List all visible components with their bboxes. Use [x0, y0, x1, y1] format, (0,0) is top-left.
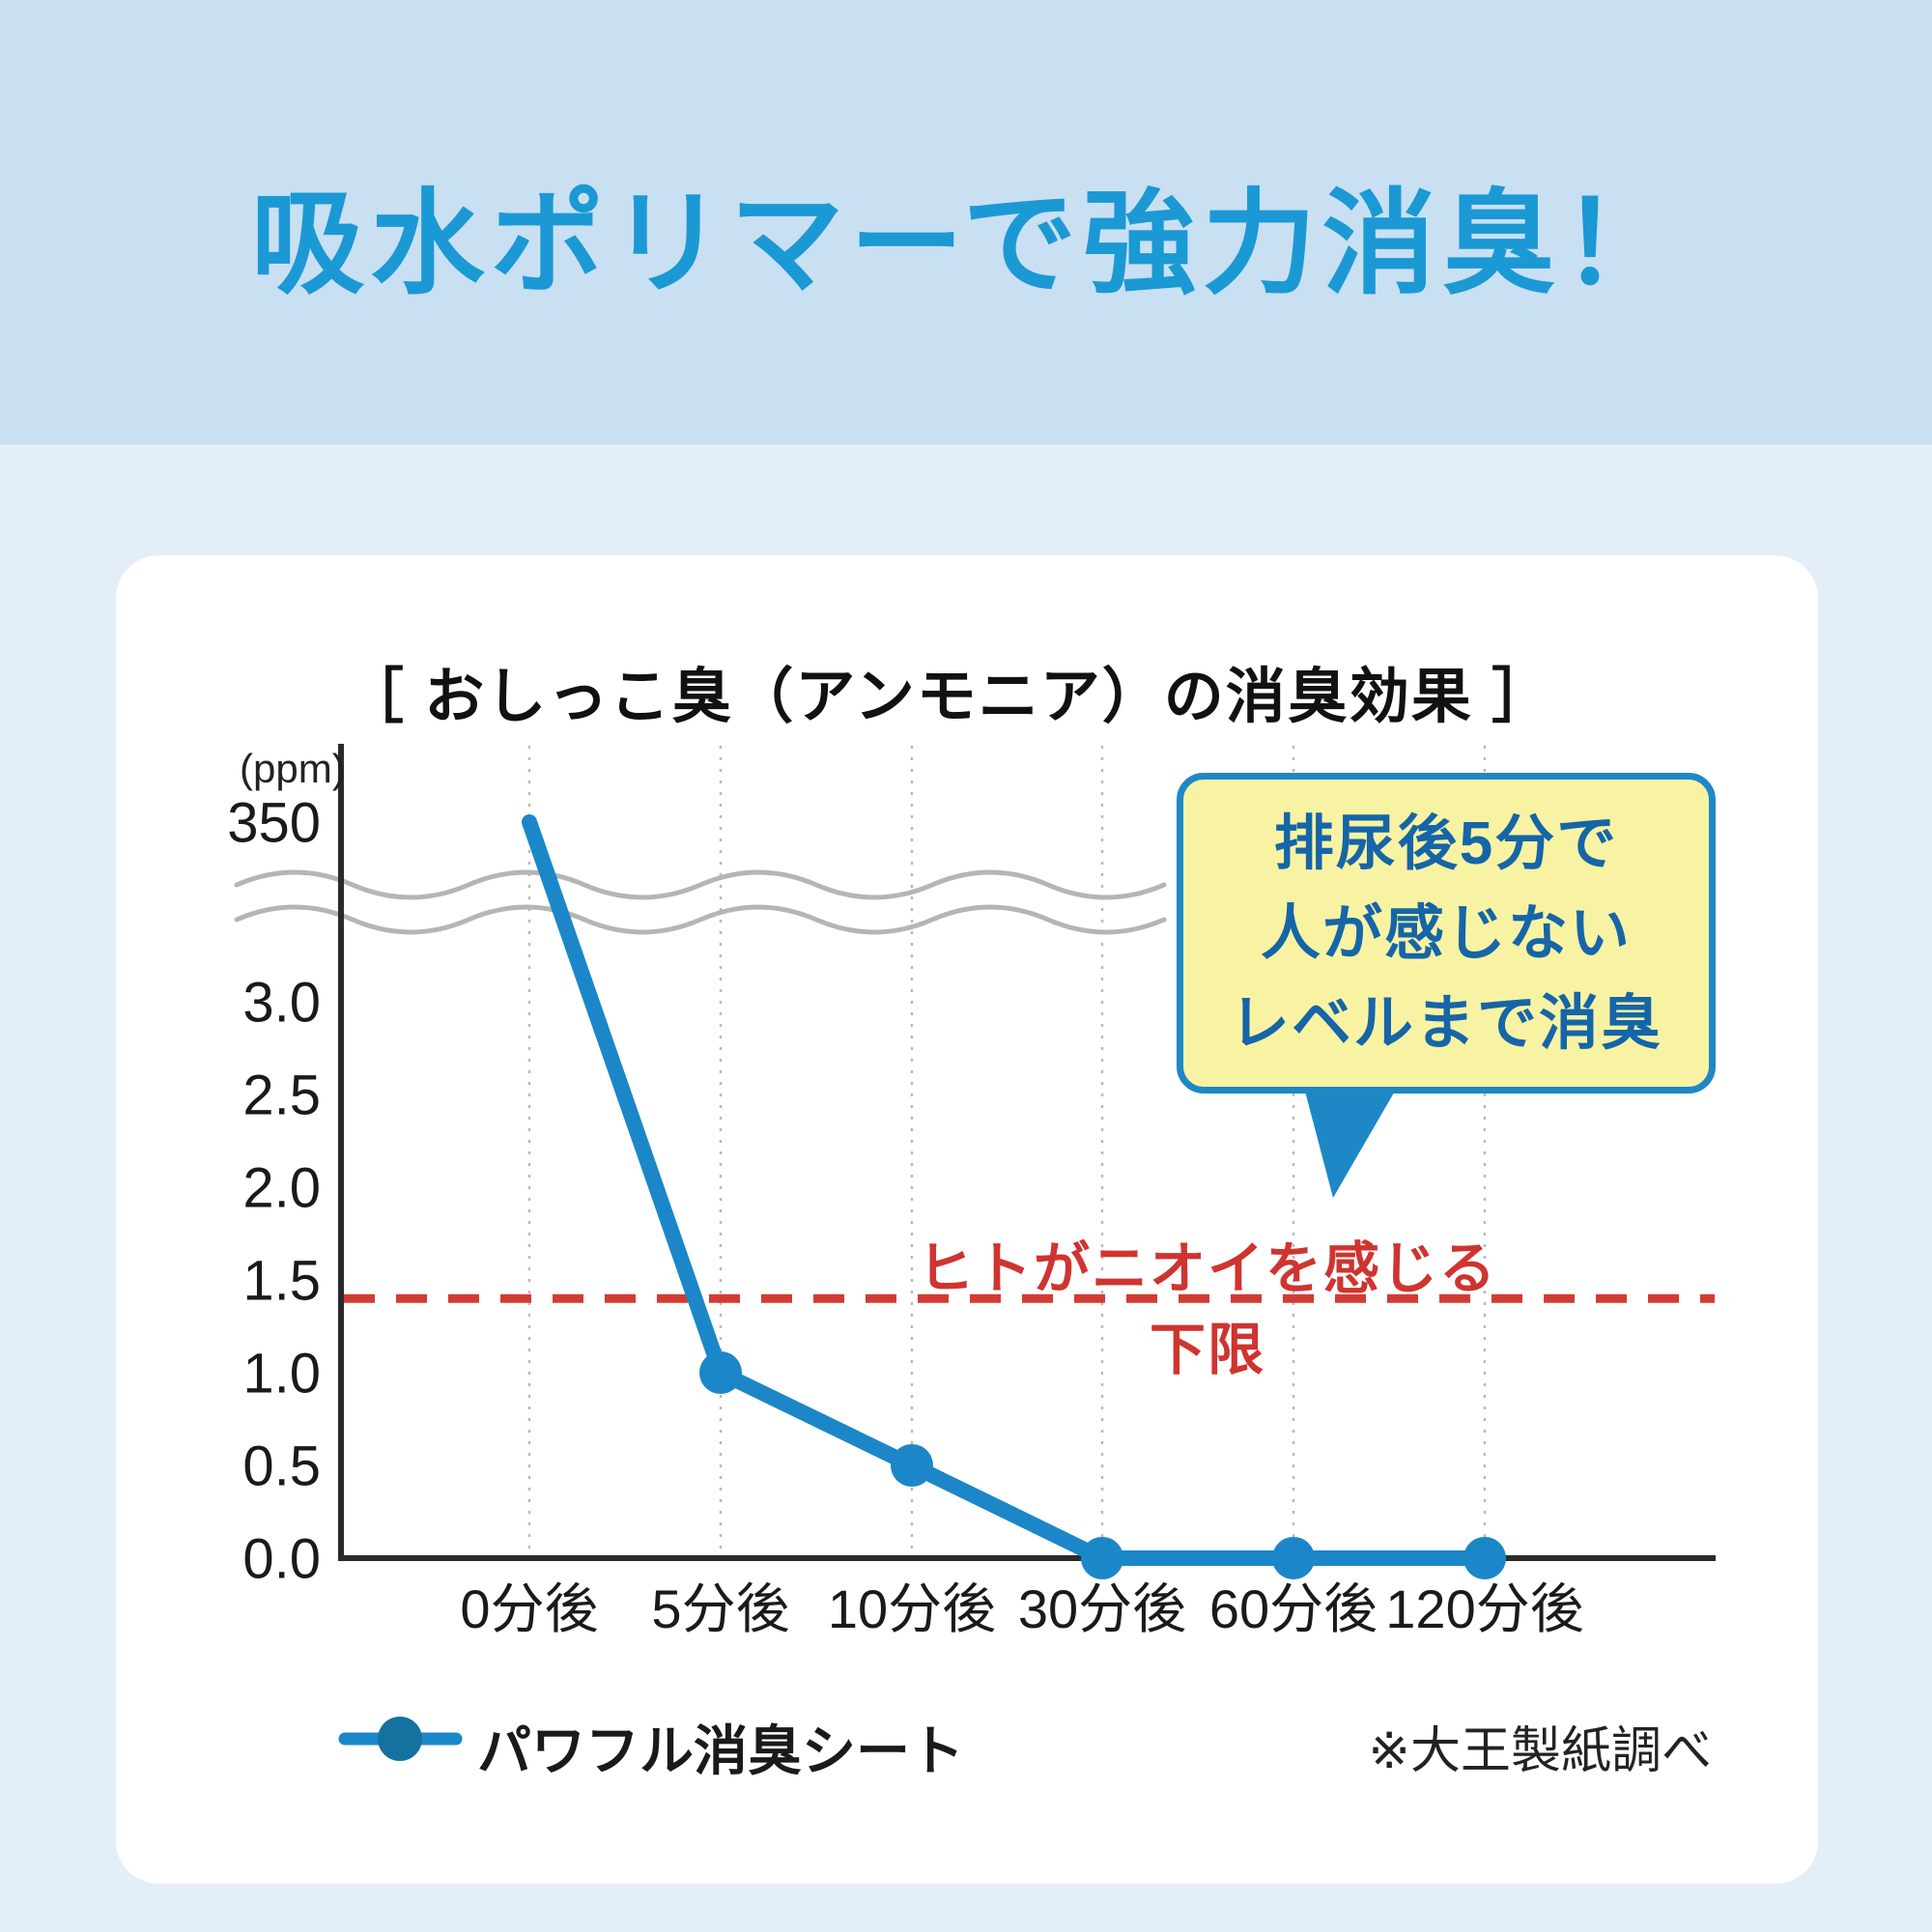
- axis-break-wave-top: [234, 869, 1167, 900]
- chart-title: ［ おしっこ臭（アンモニア）の消臭効果 ］: [344, 664, 1553, 730]
- y-tick-label: 1.0: [242, 1342, 321, 1405]
- data-point: [699, 1351, 742, 1394]
- callout-bubble: 排尿後5分で 人が感じない レベルまで消臭: [1177, 773, 1716, 1094]
- y-tick-label: 2.0: [242, 1156, 321, 1219]
- header-band: [0, 0, 1932, 444]
- x-tick-label: 10分後: [828, 1578, 996, 1639]
- data-point: [1272, 1537, 1315, 1579]
- series-line: [522, 814, 1492, 1566]
- callout-line-1: 排尿後5分で: [1273, 810, 1619, 877]
- x-tick-layer: 0分後 5分後 10分後 30分後 60分後 120分後: [460, 1578, 1583, 1639]
- legend-dot-sample: [378, 1717, 422, 1761]
- x-tick-label: 120分後: [1385, 1578, 1583, 1639]
- data-point: [891, 1444, 933, 1487]
- page-title: 吸水ポリマーで強力消臭！: [250, 181, 1682, 308]
- legend-series-label: パワフル消臭シート: [477, 1720, 964, 1781]
- data-point: [1081, 1537, 1123, 1579]
- data-point: [1463, 1537, 1506, 1579]
- gridline-layer: [527, 746, 1487, 1558]
- y-tick-label: 0.5: [242, 1435, 321, 1497]
- y-tick-layer: 350 3.0 2.5 2.0 1.5 1.0 0.5 0.0: [227, 791, 321, 1590]
- y-axis-unit-label: (ppm): [240, 746, 346, 791]
- axis-break-wave-bottom: [234, 904, 1167, 935]
- data-point-layer: [699, 1351, 1506, 1579]
- threshold-label: ヒトがニオイを感じる下限: [917, 1237, 1497, 1381]
- source-note: ※大王製紙調べ: [1368, 1723, 1712, 1779]
- y-tick-label: 1.5: [242, 1249, 321, 1312]
- y-tick-label: 350: [227, 791, 321, 854]
- callout-pointer: [1304, 1088, 1397, 1198]
- x-tick-label: 60分後: [1209, 1578, 1378, 1639]
- callout-line-3: レベルまで消臭: [1229, 989, 1662, 1057]
- y-tick-label: 3.0: [242, 971, 321, 1034]
- y-tick-label: 0.0: [242, 1527, 321, 1590]
- x-tick-label: 5分後: [651, 1578, 789, 1639]
- x-tick-label: 0分後: [460, 1578, 598, 1639]
- y-tick-label: 2.5: [242, 1064, 321, 1126]
- callout-line-2: 人が感じない: [1260, 899, 1632, 967]
- x-tick-label: 30分後: [1018, 1578, 1186, 1639]
